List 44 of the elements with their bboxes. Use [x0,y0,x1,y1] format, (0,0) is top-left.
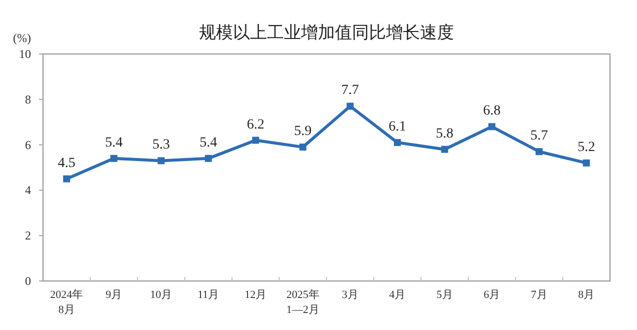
point [63,175,70,182]
point [394,139,401,146]
data-label: 5.4 [105,135,123,150]
x-tick-label: 12月 [244,289,267,301]
point [536,148,543,156]
x-tick-label: 2025年 1—2月 [286,289,320,316]
point [441,146,448,153]
chart-title: 规模以上工业增加值同比增长速度 [199,23,454,42]
point [158,157,165,164]
x-tick-label: 4月 [389,289,406,301]
x-tick-label: 3月 [342,289,358,301]
data-label: 6.2 [246,117,264,132]
point [299,144,306,151]
data-label: 6.1 [388,120,406,135]
data-label: 5.7 [530,128,548,144]
y-tick-label: 2 [25,228,31,243]
x-tick-label: 8月 [578,289,595,301]
x-tick-label: 9月 [106,289,122,301]
y-tick-label: 0 [25,274,31,288]
x-tick-label: 7月 [530,289,548,301]
y-tick-label: 6 [25,138,31,152]
data-label: 5.4 [200,135,218,150]
point [252,136,260,144]
x-tick-label: 2024年 8月 [50,289,84,316]
point [488,123,496,130]
data-label: 6.8 [483,104,501,119]
point [204,154,212,162]
data-label: 4.5 [58,156,76,171]
y-tick-label: 4 [25,183,31,198]
point [582,159,590,166]
x-tick-label: 5月 [436,289,453,301]
y-tick-label: 8 [25,92,31,106]
y-tick-label: 10 [19,47,31,61]
x-tick-label: 10月 [150,289,172,301]
y-axis-title: (%) [13,31,31,45]
data-label: 7.7 [341,83,359,98]
data-label: 5.3 [152,138,170,153]
data-label: 5.2 [578,140,596,155]
point [346,102,354,110]
data-label: 5.9 [294,124,312,140]
data-label: 5.8 [436,126,454,142]
x-tick-label: 11月 [198,289,220,301]
point [110,154,118,162]
x-tick-label: 6月 [484,289,500,301]
